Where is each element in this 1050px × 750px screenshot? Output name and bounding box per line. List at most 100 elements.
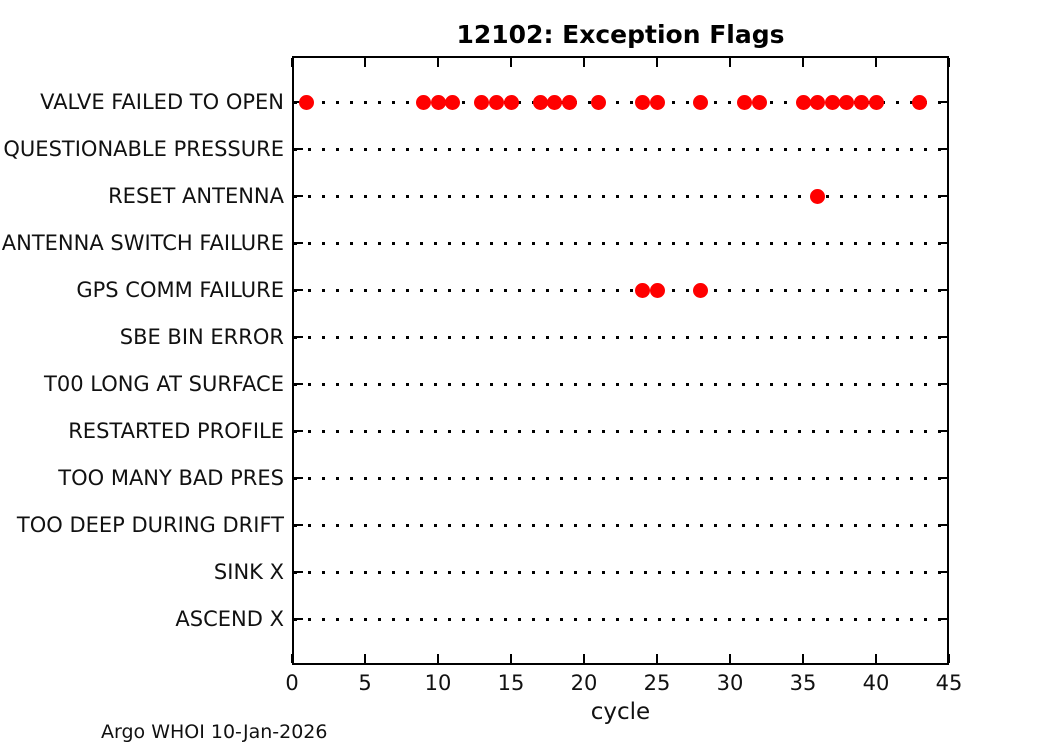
x-tick-label: 25	[643, 671, 671, 695]
y-tick	[294, 289, 303, 291]
x-tick-label: 15	[497, 671, 525, 695]
data-point-marker	[591, 94, 607, 110]
x-tick	[291, 654, 293, 663]
row-gridline	[294, 194, 947, 198]
y-axis-label: QUESTIONABLE PRESSURE	[3, 137, 284, 161]
y-tick	[938, 477, 947, 479]
y-axis-label: SINK X	[213, 560, 284, 584]
y-axis-label: GPS COMM FAILURE	[76, 278, 284, 302]
plot-area	[292, 56, 949, 665]
x-tick	[656, 58, 658, 67]
y-tick	[294, 195, 303, 197]
data-point-marker	[503, 94, 519, 110]
row-gridline	[294, 476, 947, 480]
data-point-marker	[445, 94, 461, 110]
y-axis-label: SBE BIN ERROR	[119, 325, 284, 349]
y-axis-label: ASCEND X	[175, 607, 284, 631]
data-point-marker	[853, 94, 869, 110]
data-point-marker	[634, 282, 650, 298]
data-point-marker	[299, 94, 315, 110]
data-point-marker	[795, 94, 811, 110]
x-tick-label: 30	[716, 671, 744, 695]
y-tick	[294, 148, 303, 150]
x-tick-label: 40	[862, 671, 890, 695]
data-point-marker	[430, 94, 446, 110]
y-axis-label: RESET ANTENNA	[108, 184, 284, 208]
x-tick	[802, 654, 804, 663]
x-tick	[364, 58, 366, 67]
row-gridline	[294, 617, 947, 621]
data-point-marker	[912, 94, 928, 110]
data-point-marker	[839, 94, 855, 110]
row-gridline	[294, 241, 947, 245]
x-tick	[948, 58, 950, 67]
data-point-marker	[649, 282, 665, 298]
x-tick	[729, 654, 731, 663]
data-point-marker	[737, 94, 753, 110]
row-gridline	[294, 570, 947, 574]
x-tick-label: 0	[285, 671, 299, 695]
y-tick	[938, 524, 947, 526]
y-tick	[294, 430, 303, 432]
y-tick	[938, 148, 947, 150]
footer-caption: Argo WHOI 10-Jan-2026	[101, 721, 328, 743]
y-tick	[294, 571, 303, 573]
x-tick	[656, 654, 658, 663]
x-tick	[291, 58, 293, 67]
row-gridline	[294, 335, 947, 339]
data-point-marker	[649, 94, 665, 110]
chart-title: 12102: Exception Flags	[456, 20, 785, 49]
y-tick	[938, 336, 947, 338]
data-point-marker	[488, 94, 504, 110]
x-tick	[583, 654, 585, 663]
x-tick	[510, 58, 512, 67]
x-tick	[729, 58, 731, 67]
y-tick	[938, 101, 947, 103]
x-tick	[875, 654, 877, 663]
y-tick	[294, 383, 303, 385]
x-tick	[583, 58, 585, 67]
x-tick-label: 45	[935, 671, 963, 695]
row-gridline	[294, 100, 947, 104]
data-point-marker	[693, 94, 709, 110]
y-tick	[294, 242, 303, 244]
x-tick-label: 10	[424, 671, 452, 695]
data-point-marker	[532, 94, 548, 110]
y-axis-label: T00 LONG AT SURFACE	[44, 372, 284, 396]
data-point-marker	[474, 94, 490, 110]
data-point-marker	[810, 94, 826, 110]
x-tick-label: 20	[570, 671, 598, 695]
y-axis-label: VALVE FAILED TO OPEN	[40, 90, 284, 114]
data-point-marker	[547, 94, 563, 110]
y-axis-label: ANTENNA SWITCH FAILURE	[1, 231, 284, 255]
x-axis-label: cycle	[590, 699, 651, 725]
data-point-marker	[868, 94, 884, 110]
y-tick	[294, 524, 303, 526]
row-gridline	[294, 429, 947, 433]
y-tick	[294, 477, 303, 479]
x-tick	[364, 654, 366, 663]
data-point-marker	[634, 94, 650, 110]
x-tick	[437, 58, 439, 67]
y-tick	[938, 195, 947, 197]
y-tick	[938, 289, 947, 291]
x-tick-label: 35	[789, 671, 817, 695]
y-axis-label: TOO MANY BAD PRES	[58, 466, 284, 490]
y-tick	[294, 101, 303, 103]
y-tick	[294, 336, 303, 338]
data-point-marker	[824, 94, 840, 110]
x-tick-label: 5	[358, 671, 372, 695]
data-point-marker	[810, 188, 826, 204]
y-tick	[938, 571, 947, 573]
y-tick	[938, 618, 947, 620]
row-gridline	[294, 288, 947, 292]
x-tick	[875, 58, 877, 67]
data-point-marker	[561, 94, 577, 110]
x-tick	[510, 654, 512, 663]
x-tick	[948, 654, 950, 663]
row-gridline	[294, 147, 947, 151]
row-gridline	[294, 382, 947, 386]
x-tick	[437, 654, 439, 663]
y-tick	[938, 242, 947, 244]
